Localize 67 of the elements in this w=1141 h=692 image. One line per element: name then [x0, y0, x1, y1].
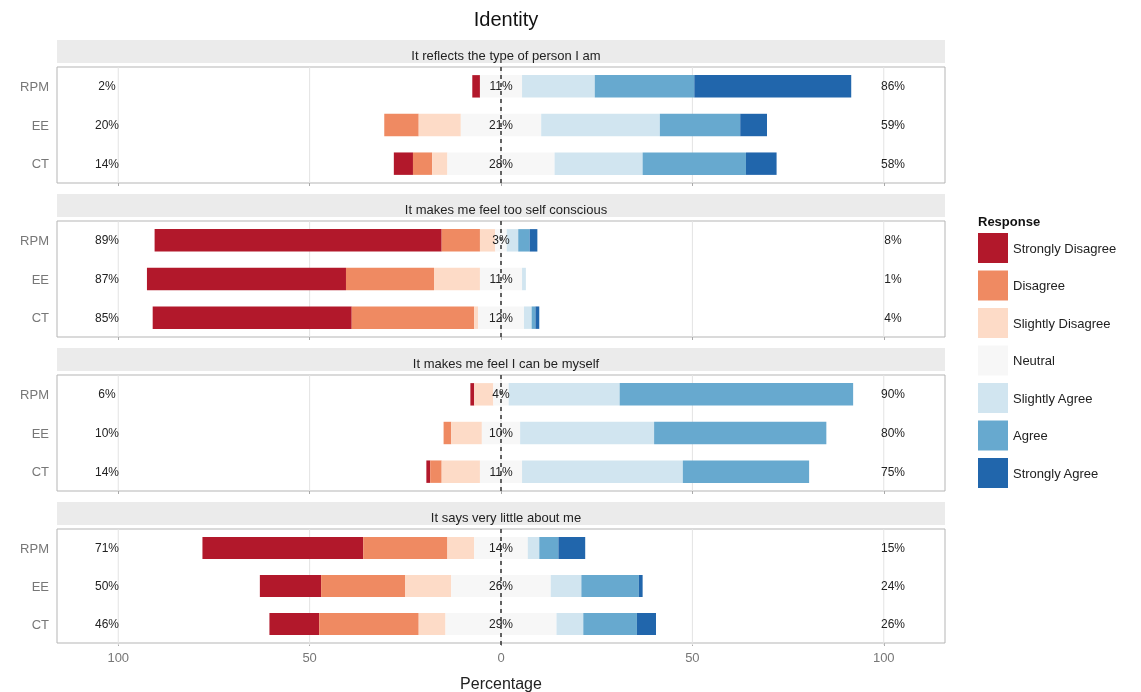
annotation: 59%: [880, 118, 906, 132]
y-tick-label: EE: [31, 117, 50, 133]
y-tick-label: CT: [31, 310, 50, 326]
annotation: 14%: [94, 156, 120, 171]
annotation: 46%: [94, 617, 120, 631]
x-tick-label: 100: [872, 650, 895, 665]
data-label: 14%: [488, 541, 514, 555]
x-tick-label: 100: [107, 650, 130, 665]
annotation: 8%: [884, 233, 902, 248]
data-label: 28%: [488, 156, 514, 171]
legend-label: Agree: [1013, 428, 1048, 443]
annotation: 4%: [884, 310, 902, 325]
data-label: 4%: [492, 387, 510, 402]
data-label: 26%: [488, 579, 514, 593]
annotation: 90%: [880, 387, 906, 402]
annotation: 71%: [94, 541, 120, 555]
annotation: 15%: [880, 541, 906, 555]
y-tick-label: EE: [31, 425, 50, 441]
annotation: 1%: [884, 272, 902, 286]
x-tick-label: 50: [685, 650, 700, 665]
legend-label: Neutral: [1013, 353, 1056, 368]
chart-title: Identity: [473, 8, 539, 30]
annotation: 85%: [94, 310, 120, 325]
annotation: 20%: [94, 118, 120, 132]
y-tick-label: CT: [31, 464, 50, 480]
chart-subtitle: It says very little about me: [430, 510, 582, 525]
x-tick-label: 0: [497, 650, 505, 665]
y-tick-label: CT: [31, 616, 50, 632]
legend-label: Slightly Disagree: [1013, 315, 1111, 331]
annotation: 10%: [94, 426, 120, 440]
y-tick-label: RPM: [20, 540, 49, 556]
annotation: 6%: [98, 387, 116, 402]
annotation: 87%: [94, 272, 120, 286]
annotation: 26%: [880, 617, 906, 631]
x-tick-label: 50: [302, 650, 317, 665]
annotation: 86%: [880, 79, 906, 94]
y-tick-label: CT: [31, 156, 50, 172]
y-tick-label: RPM: [20, 386, 49, 402]
annotation: 14%: [94, 464, 120, 479]
x-axis-title: Percentage: [460, 674, 543, 692]
annotation: 50%: [94, 579, 120, 593]
annotation: 24%: [880, 579, 906, 593]
legend-label: Disagree: [1013, 278, 1066, 293]
data-label: 3%: [492, 233, 510, 248]
annotation: 89%: [94, 233, 120, 248]
chart-subtitle: It makes me feel I can be myself: [412, 356, 600, 371]
annotation: 58%: [880, 156, 906, 171]
chart-subtitle: It reflects the type of person I am: [411, 48, 601, 63]
y-tick-label: RPM: [20, 78, 49, 94]
chart-subtitle: It makes me feel too self conscious: [404, 202, 608, 217]
legend-label: Strongly Agree: [1013, 465, 1099, 481]
legend-label: Slightly Agree: [1013, 390, 1093, 406]
y-tick-label: EE: [31, 578, 50, 594]
data-label: 10%: [488, 426, 514, 440]
data-label: 21%: [488, 118, 514, 132]
legend-title: Response: [978, 214, 1041, 229]
data-label: 12%: [488, 310, 514, 325]
data-label: 11%: [489, 464, 513, 479]
annotation: 2%: [98, 79, 116, 94]
data-label: 29%: [488, 617, 514, 631]
annotation: 80%: [880, 426, 906, 440]
annotation: 75%: [880, 464, 906, 479]
data-label: 11%: [489, 272, 513, 286]
legend-label: Strongly Disagree: [1013, 240, 1117, 256]
data-label: 11%: [489, 79, 513, 94]
y-tick-label: RPM: [20, 232, 49, 248]
y-tick-label: EE: [31, 271, 50, 287]
